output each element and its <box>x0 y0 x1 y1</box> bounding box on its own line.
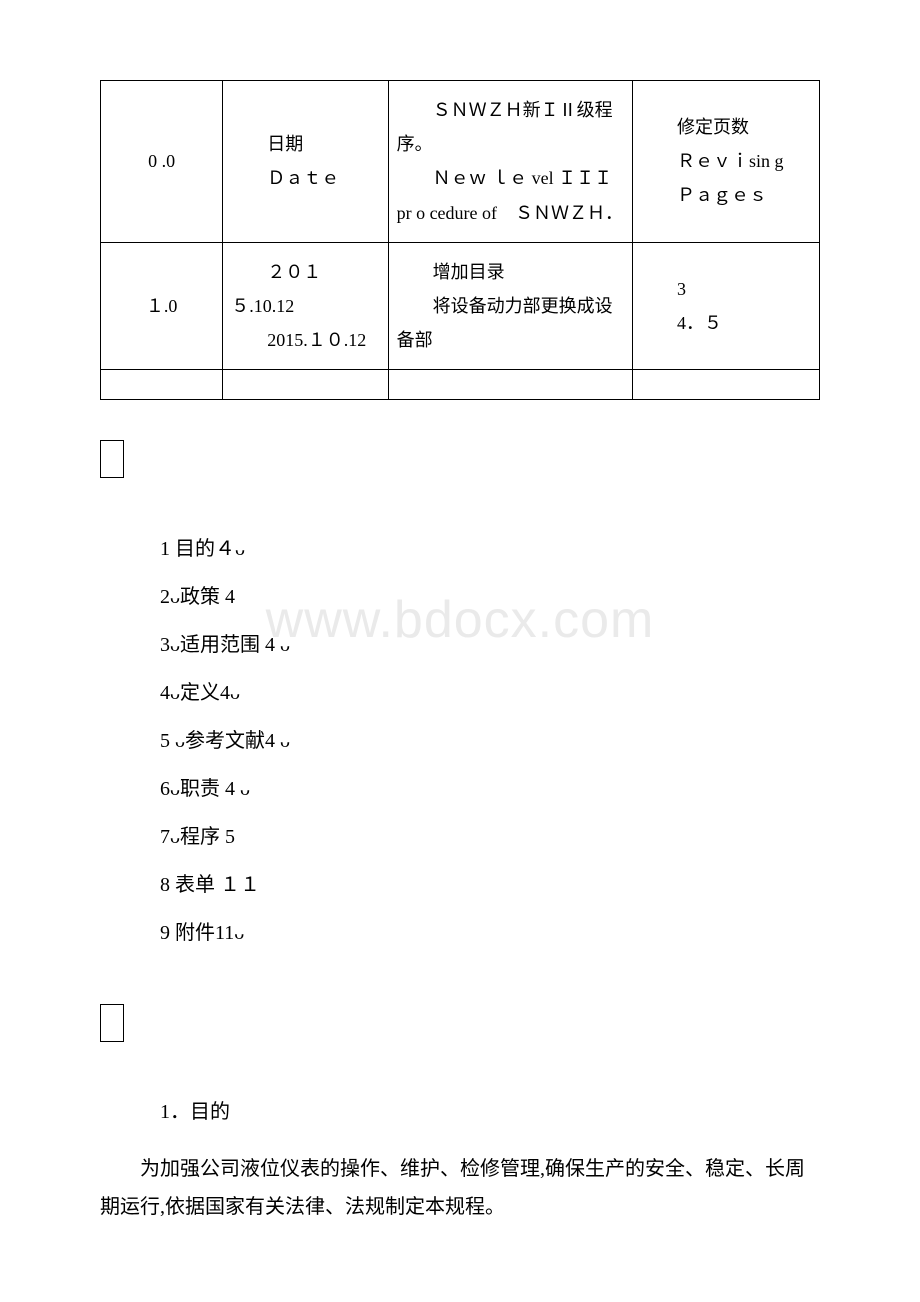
pages-en2: Ｐａｇｅｓ <box>641 178 811 212</box>
date-label-cn: 日期 <box>231 127 379 161</box>
table-of-contents: 1 目的４ᴗ 2ᴗ政策 4 3ᴗ适用范围 4 ᴗ 4ᴗ定义4ᴗ 5 ᴗ参考文献4… <box>160 528 820 954</box>
toc-item: 6ᴗ职责 4 ᴗ <box>160 768 820 810</box>
date-value2: 2015.１０.12 <box>231 323 379 357</box>
cell-version: １.0 <box>101 242 223 370</box>
cell-pages: 修定页数 Ｒｅｖｉsin g Ｐａｇｅｓ <box>633 81 820 243</box>
date-value1: ２０１５.10.12 <box>231 255 379 323</box>
table-row: 0 .0 日期 Ｄａｔｅ ＳＮＷＺＨ新ＩⅡ级程序。 Ｎｅｗ ｌｅ vel ＩＩＩ… <box>101 81 820 243</box>
revision-table: 0 .0 日期 Ｄａｔｅ ＳＮＷＺＨ新ＩⅡ级程序。 Ｎｅｗ ｌｅ vel ＩＩＩ… <box>100 80 820 400</box>
date-label-en: Ｄａｔｅ <box>231 161 379 195</box>
table-row: １.0 ２０１５.10.12 2015.１０.12 增加目录 将设备动力部更换成… <box>101 242 820 370</box>
section-body: 为加强公司液位仪表的操作、维护、检修管理,确保生产的安全、稳定、长周期运行,依据… <box>100 1150 820 1226</box>
cell-version: 0 .0 <box>101 81 223 243</box>
toc-item: 9 附件11ᴗ <box>160 912 820 954</box>
desc-line1: 增加目录 <box>397 255 624 289</box>
cell-date: ２０１５.10.12 2015.１０.12 <box>223 242 388 370</box>
cell-date: 日期 Ｄａｔｅ <box>223 81 388 243</box>
content-section: 1．目的 为加强公司液位仪表的操作、维护、检修管理,确保生产的安全、稳定、长周期… <box>160 1092 820 1226</box>
section-marker <box>100 440 124 478</box>
toc-item: 7ᴗ程序 5 <box>160 816 820 858</box>
toc-item: 5 ᴗ参考文献4 ᴗ <box>160 720 820 762</box>
desc-cn: ＳＮＷＺＨ新ＩⅡ级程序。 <box>397 93 624 161</box>
pages-cn: 修定页数 <box>641 110 811 144</box>
cell-description: 增加目录 将设备动力部更换成设备部 <box>388 242 632 370</box>
pages-en1: Ｒｅｖｉsin g <box>641 144 811 178</box>
table-row-empty <box>101 370 820 400</box>
pages-line2: 4．５ <box>641 306 811 340</box>
section-heading: 1．目的 <box>160 1092 820 1132</box>
desc-en: Ｎｅｗ ｌｅ vel ＩＩＩpr o cedure of ＳＮＷＺＨ． <box>397 161 624 229</box>
section-marker <box>100 1004 124 1042</box>
toc-item: 1 目的４ᴗ <box>160 528 820 570</box>
pages-line1: 3 <box>641 272 811 306</box>
toc-item: 8 表单 １１ <box>160 864 820 906</box>
toc-item: 4ᴗ定义4ᴗ <box>160 672 820 714</box>
cell-pages: 3 4．５ <box>633 242 820 370</box>
cell-description: ＳＮＷＺＨ新ＩⅡ级程序。 Ｎｅｗ ｌｅ vel ＩＩＩpr o cedure o… <box>388 81 632 243</box>
desc-line2: 将设备动力部更换成设备部 <box>397 289 624 357</box>
toc-item: 3ᴗ适用范围 4 ᴗ <box>160 624 820 666</box>
toc-item: 2ᴗ政策 4 <box>160 576 820 618</box>
